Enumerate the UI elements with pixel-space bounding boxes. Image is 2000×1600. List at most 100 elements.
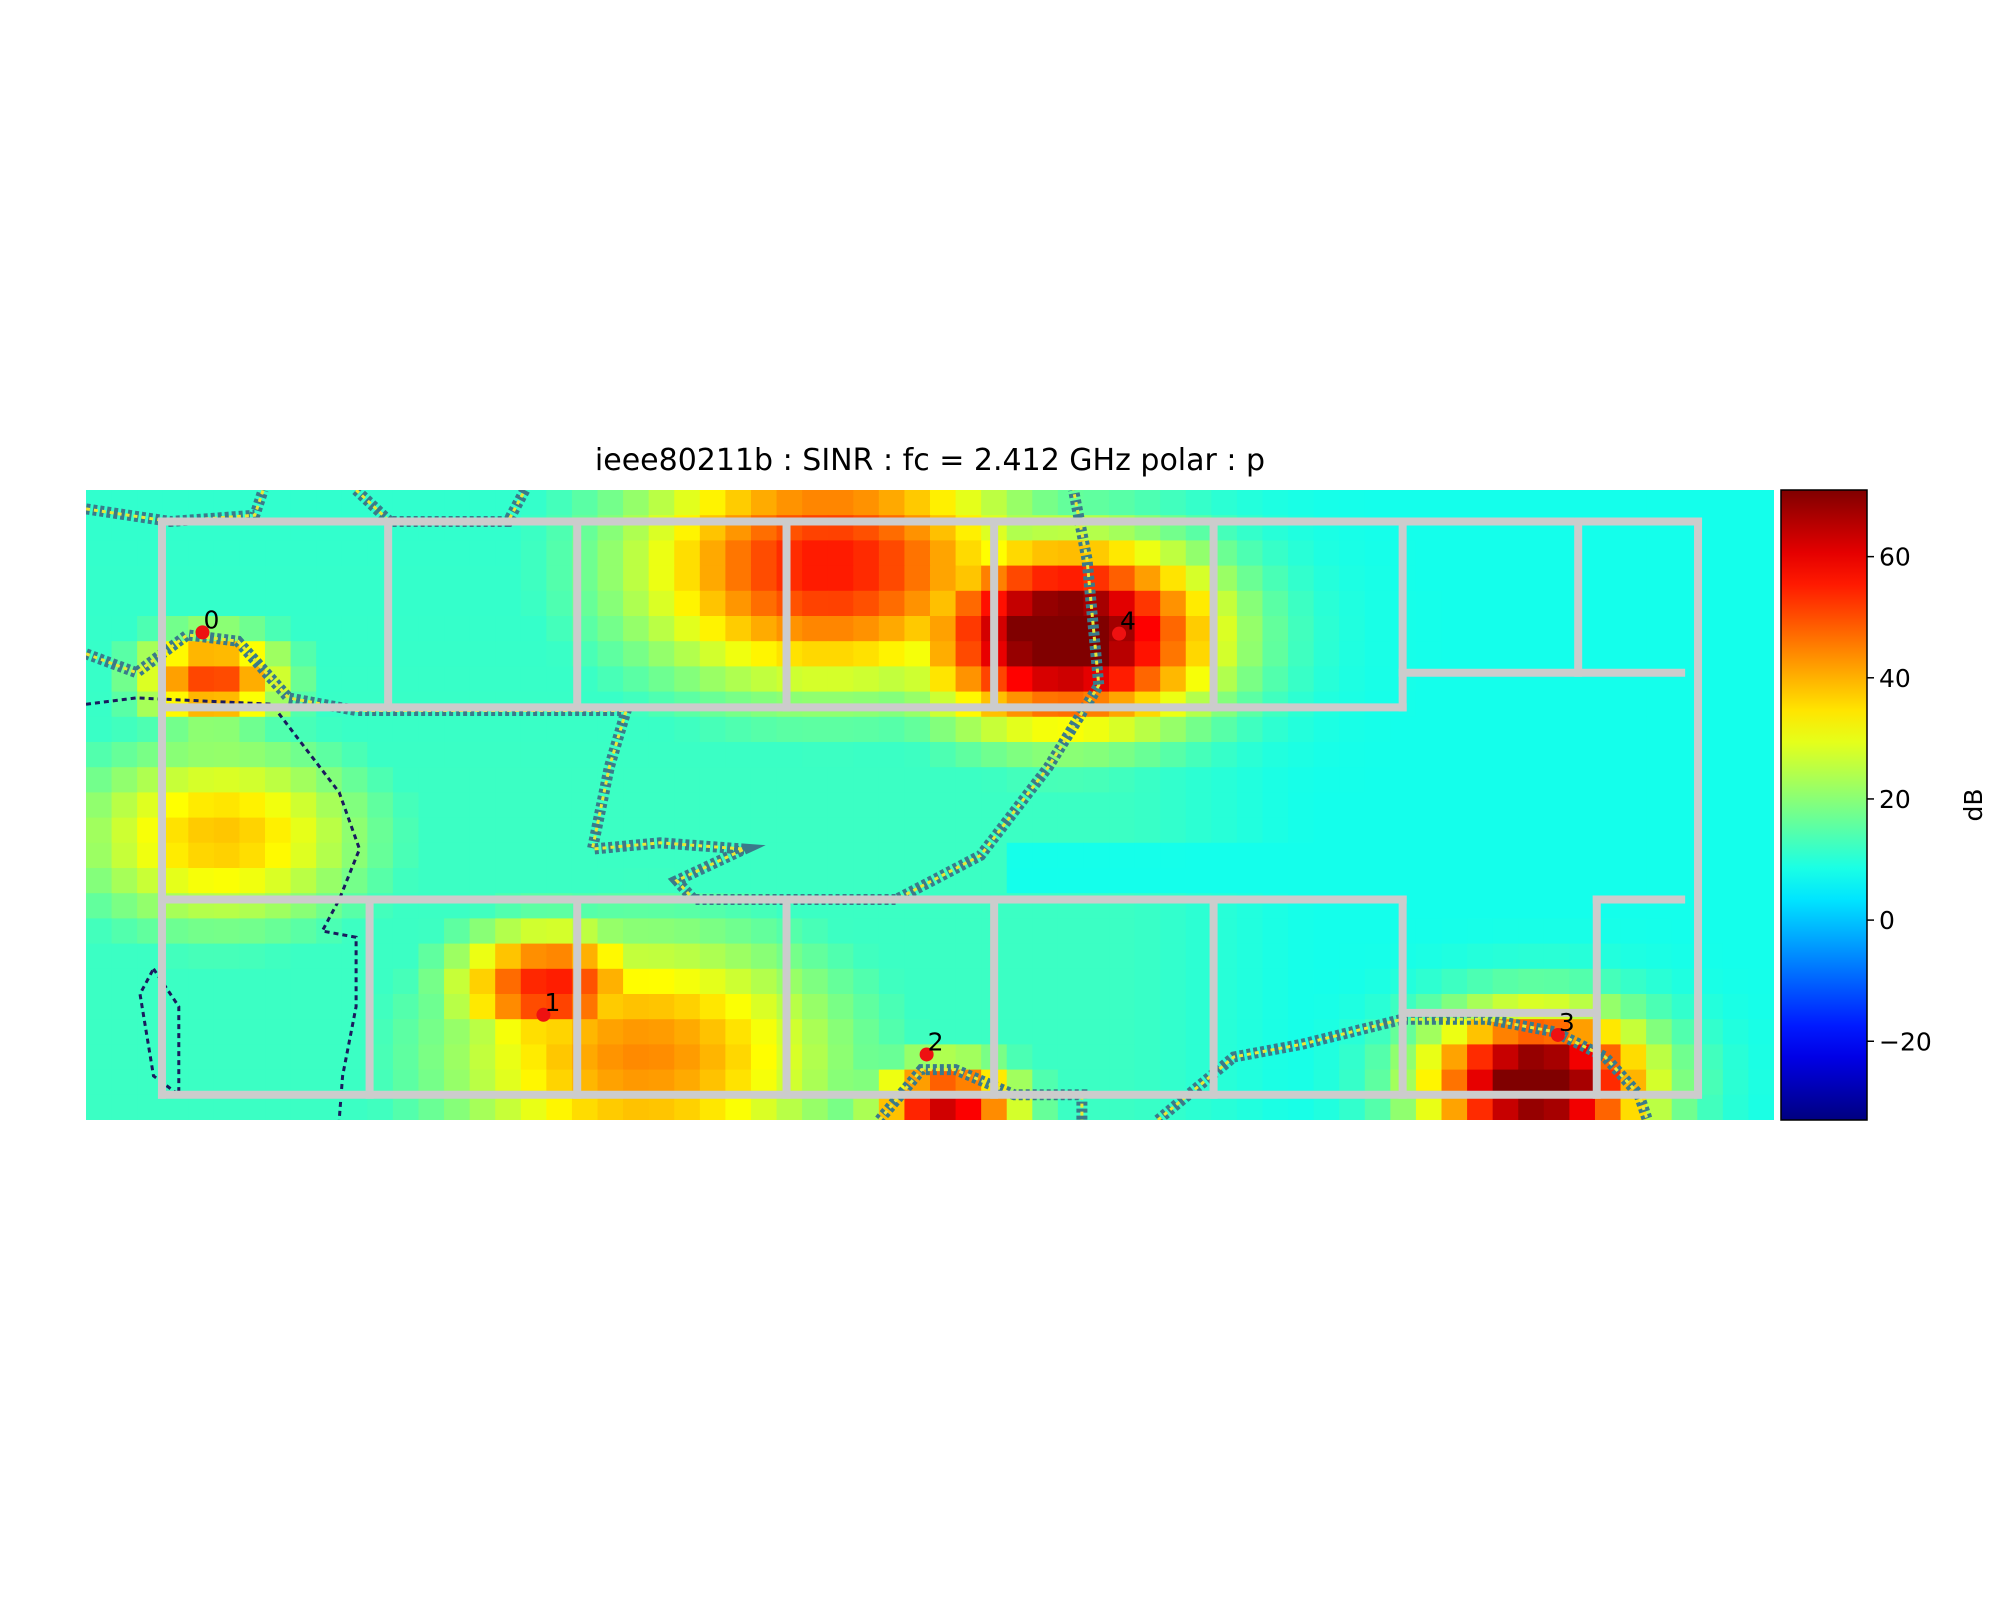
heatmap-cell bbox=[1288, 994, 1315, 1020]
heatmap-cell bbox=[1569, 1019, 1596, 1045]
heatmap-cell bbox=[1620, 817, 1647, 844]
heatmap-cell bbox=[674, 1019, 701, 1045]
heatmap-cell bbox=[265, 994, 292, 1020]
heatmap-cell bbox=[776, 1094, 803, 1120]
heatmap-cell bbox=[418, 666, 445, 693]
heatmap-cell bbox=[265, 817, 292, 844]
heatmap-cell bbox=[1594, 641, 1622, 667]
heatmap-cell bbox=[597, 868, 624, 894]
heatmap-cell bbox=[1083, 842, 1110, 869]
heatmap-cell bbox=[1492, 742, 1519, 768]
heatmap-cell bbox=[1492, 716, 1519, 743]
heatmap-cell bbox=[1364, 742, 1391, 768]
heatmap-cell bbox=[1492, 565, 1519, 592]
heatmap-cell bbox=[1620, 565, 1647, 592]
heatmap-cell bbox=[1364, 767, 1391, 793]
heatmap-cell bbox=[1313, 792, 1340, 819]
heatmap-cell bbox=[162, 868, 189, 894]
heatmap-cell bbox=[750, 868, 778, 894]
heatmap-cell bbox=[520, 868, 547, 894]
heatmap-cell bbox=[597, 918, 624, 945]
heatmap-cell bbox=[86, 918, 113, 945]
heatmap-cell bbox=[1722, 792, 1750, 819]
heatmap-cell bbox=[1594, 691, 1622, 718]
heatmap-cell bbox=[1415, 691, 1443, 718]
heatmap-cell bbox=[1109, 641, 1136, 667]
colorbar-tick-label: 0 bbox=[1879, 906, 1895, 935]
heatmap-cell bbox=[648, 968, 675, 995]
heatmap-cell bbox=[1160, 716, 1187, 743]
heatmap-cell bbox=[1441, 842, 1468, 869]
heatmap-cell bbox=[1339, 666, 1366, 693]
heatmap-cell bbox=[725, 742, 752, 768]
heatmap-cell bbox=[750, 490, 778, 516]
heatmap-cell bbox=[1646, 868, 1673, 894]
heatmap-cell bbox=[827, 666, 854, 693]
heatmap-cell bbox=[1722, 716, 1750, 743]
heatmap-cell bbox=[444, 968, 471, 995]
heatmap-cell bbox=[520, 1044, 547, 1071]
heatmap-cell bbox=[265, 1094, 292, 1120]
heatmap-cell bbox=[1288, 968, 1315, 995]
heatmap-cell bbox=[648, 641, 675, 667]
heatmap-cell bbox=[648, 666, 675, 693]
heatmap-cell bbox=[674, 994, 701, 1020]
heatmap-cell bbox=[1288, 490, 1315, 516]
heatmap-cell bbox=[188, 792, 215, 819]
heatmap-cell bbox=[1083, 742, 1110, 768]
heatmap-cell bbox=[597, 540, 624, 567]
heatmap-cell bbox=[750, 1019, 778, 1045]
heatmap-cell bbox=[265, 565, 292, 592]
heatmap-cell bbox=[1748, 691, 1774, 718]
heatmap-cell bbox=[265, 540, 292, 567]
heatmap-cell bbox=[1083, 968, 1110, 995]
heatmap-cell bbox=[1492, 943, 1519, 970]
heatmap-cell bbox=[1722, 540, 1750, 567]
heatmap-cell bbox=[1262, 767, 1289, 793]
heatmap-cell bbox=[1646, 1019, 1673, 1045]
heatmap-cell bbox=[1620, 968, 1647, 995]
heatmap-cell bbox=[86, 1094, 113, 1120]
heatmap-cell bbox=[1518, 1094, 1545, 1120]
heatmap-cell bbox=[213, 868, 241, 894]
heatmap-cell bbox=[1109, 868, 1136, 894]
heatmap-cell bbox=[1109, 767, 1136, 793]
heatmap-cell bbox=[1109, 716, 1136, 743]
heatmap-cell bbox=[725, 994, 752, 1020]
heatmap-cell bbox=[1006, 868, 1033, 894]
heatmap-cell bbox=[469, 1019, 496, 1045]
heatmap-cell bbox=[1543, 616, 1570, 642]
heatmap-cell bbox=[316, 792, 343, 819]
heatmap-cell bbox=[750, 742, 778, 768]
heatmap-cell bbox=[725, 918, 752, 945]
heatmap-cell bbox=[853, 918, 880, 945]
heatmap-cell bbox=[1109, 943, 1136, 970]
heatmap-cell bbox=[86, 1069, 113, 1096]
heatmap-cell bbox=[1262, 817, 1289, 844]
heatmap-cell bbox=[341, 540, 368, 567]
heatmap-cell bbox=[1083, 716, 1110, 743]
heatmap-cell bbox=[930, 968, 957, 995]
heatmap-cell bbox=[1109, 1019, 1136, 1045]
heatmap-cell bbox=[1134, 943, 1161, 970]
heatmap-cell bbox=[1390, 817, 1417, 844]
heatmap-cell bbox=[1415, 540, 1443, 567]
heatmap-cell bbox=[1569, 540, 1596, 567]
heatmap-cell bbox=[1748, 943, 1774, 970]
heatmap-cell bbox=[1262, 716, 1289, 743]
heatmap-cell bbox=[495, 590, 522, 617]
heatmap-cell bbox=[1006, 540, 1033, 567]
heatmap-cell bbox=[213, 817, 241, 844]
heatmap-cell bbox=[1594, 590, 1622, 617]
heatmap-cell bbox=[213, 792, 241, 819]
heatmap-cell bbox=[367, 742, 394, 768]
access-point-label: 3 bbox=[1559, 1008, 1575, 1037]
heatmap-cell bbox=[1415, 893, 1443, 919]
heatmap-cell bbox=[162, 1094, 189, 1120]
heatmap-cell bbox=[1722, 767, 1750, 793]
heatmap-cell bbox=[86, 666, 113, 693]
heatmap-cell bbox=[750, 716, 778, 743]
heatmap-cell bbox=[1441, 817, 1468, 844]
heatmap-cell bbox=[827, 1019, 854, 1045]
heatmap-cell bbox=[904, 842, 931, 869]
